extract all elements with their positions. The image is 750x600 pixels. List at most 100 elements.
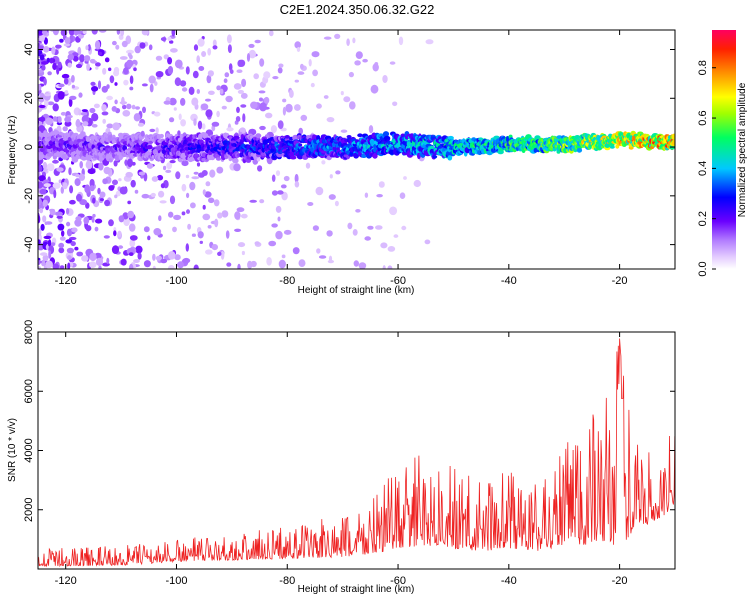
heatmap-noise-cell <box>143 226 150 233</box>
heatmap-noise-cell <box>38 260 41 266</box>
heatmap-noise-cell <box>181 211 186 216</box>
heatmap-noise-cell <box>67 262 71 269</box>
heatmap-noise-cell <box>70 241 76 247</box>
heatmap-noise-cell <box>141 83 148 87</box>
heatmap-noise-cell <box>69 95 77 100</box>
heatmap-noise-cell <box>87 168 96 175</box>
heatmap-noise-cell <box>185 66 190 75</box>
heatmap-noise-cell <box>211 121 220 127</box>
heatmap-noise-cell <box>275 205 282 213</box>
heatmap-noise-cell <box>298 259 306 267</box>
heatmap-noise-cell <box>38 63 41 69</box>
bottom-x-axis-label: Height of straight line (km) <box>298 584 415 595</box>
heatmap-noise-cell <box>38 228 42 237</box>
heatmap-noise-cell <box>38 30 43 35</box>
heatmap-noise-cell <box>211 244 218 251</box>
heatmap-noise-cell <box>378 181 385 188</box>
heatmap-noise-cell <box>370 84 379 94</box>
heatmap-noise-cell <box>352 229 358 236</box>
heatmap-noise-cell <box>38 69 44 73</box>
colorbar-tick-label: 0.0 <box>697 261 709 276</box>
heatmap-noise-cell <box>152 253 156 261</box>
heatmap-noise-cell <box>181 160 189 167</box>
heatmap-noise-cell <box>358 262 367 269</box>
heatmap-noise-cell <box>213 199 220 207</box>
heatmap-noise-cell <box>84 184 91 194</box>
heatmap-noise-cell <box>130 179 136 188</box>
heatmap-noise-cell <box>353 260 359 267</box>
heatmap-noise-cell <box>236 207 245 213</box>
heatmap-noise-cell <box>335 170 341 175</box>
heatmap-noise-cell <box>334 200 339 207</box>
heatmap-noise-cell <box>387 265 393 269</box>
heatmap-noise-cell <box>52 116 58 122</box>
heatmap-noise-cell <box>99 198 104 202</box>
heatmap-noise-cell <box>276 190 284 195</box>
colorbar-tick-label: 0.4 <box>697 161 709 176</box>
heatmap-noise-cell <box>202 213 211 221</box>
heatmap-noise-cell <box>85 225 92 232</box>
heatmap-ridge-cell <box>80 155 87 161</box>
heatmap-noise-cell <box>108 67 112 72</box>
heatmap-noise-cell <box>380 242 388 249</box>
heatmap-noise-cell <box>131 59 138 67</box>
heatmap-noise-cell <box>250 260 257 268</box>
heatmap-noise-cell <box>121 40 128 48</box>
heatmap-noise-cell <box>389 61 396 65</box>
heatmap-noise-cell <box>150 192 156 198</box>
heatmap-noise-cell <box>57 116 62 124</box>
heatmap-noise-cell <box>87 44 91 51</box>
heatmap-noise-cell <box>129 54 133 60</box>
heatmap-noise-cell <box>49 57 54 64</box>
heatmap-noise-cell <box>238 59 246 67</box>
heatmap-ridge-cell <box>146 145 153 150</box>
heatmap-noise-cell <box>413 179 421 188</box>
heatmap-noise-cell <box>89 261 97 269</box>
heatmap-noise-cell <box>160 37 167 42</box>
heatmap-noise-cell <box>185 174 190 179</box>
heatmap-noise-cell <box>38 107 43 113</box>
heatmap-noise-cell <box>281 254 286 259</box>
heatmap-noise-cell <box>64 90 69 95</box>
heatmap-ridge-cell <box>447 155 453 161</box>
heatmap-noise-cell <box>128 252 134 256</box>
heatmap-noise-cell <box>220 251 225 260</box>
heatmap-noise-cell <box>424 239 431 245</box>
heatmap-noise-cell <box>56 215 63 219</box>
heatmap-noise-cell <box>259 58 265 67</box>
heatmap-noise-cell <box>134 45 141 54</box>
heatmap-ridge-cell <box>298 143 303 147</box>
heatmap-noise-cell <box>205 98 211 102</box>
heatmap-noise-cell <box>223 78 228 83</box>
heatmap-noise-cell <box>174 254 181 261</box>
heatmap-noise-cell <box>193 171 199 175</box>
heatmap-ridge-cell <box>671 133 675 140</box>
heatmap-noise-cell <box>113 230 117 237</box>
heatmap-ridge-cell <box>671 139 675 145</box>
heatmap-noise-cell <box>82 30 87 35</box>
heatmap-noise-cell <box>108 219 114 227</box>
heatmap-noise-cell <box>129 75 134 84</box>
heatmap-noise-cell <box>111 245 120 255</box>
heatmap-noise-cell <box>47 101 55 106</box>
heatmap-noise-cell <box>163 54 169 60</box>
heatmap-noise-cell <box>208 197 215 204</box>
heatmap-noise-cell <box>229 69 234 74</box>
heatmap-noise-cell <box>316 248 321 254</box>
heatmap-noise-cell <box>208 90 215 96</box>
heatmap-noise-cell <box>94 40 101 50</box>
heatmap-noise-cell <box>281 191 288 201</box>
heatmap-noise-cell <box>217 251 222 256</box>
heatmap-noise-cell <box>39 207 44 214</box>
heatmap-noise-cell <box>202 189 206 196</box>
heatmap-ridge-cell <box>148 140 154 144</box>
colorbar-ticks: 0.0 0.2 0.4 0.6 0.8 <box>697 60 716 277</box>
heatmap-noise-cell <box>193 44 199 51</box>
heatmap-noise-cell <box>39 188 47 195</box>
heatmap-noise-cell <box>316 103 322 109</box>
heatmap-noise-cell <box>127 158 133 168</box>
heatmap-noise-cell <box>120 30 125 37</box>
heatmap-noise-cell <box>234 211 241 220</box>
heatmap-noise-cell <box>228 63 233 71</box>
heatmap-ridge-cell <box>346 135 352 139</box>
